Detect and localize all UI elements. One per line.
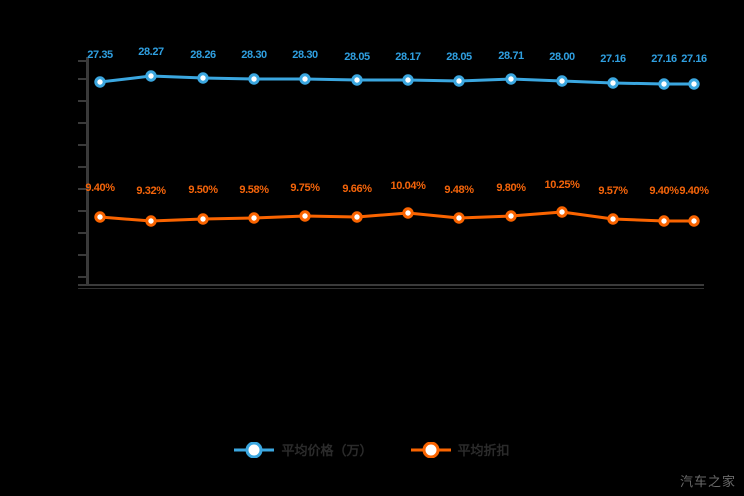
data-point-label: 27.16 [651, 53, 677, 65]
data-point-label: 28.71 [498, 50, 524, 62]
data-point-marker[interactable] [505, 73, 517, 85]
x-axis-line-secondary [78, 288, 704, 289]
data-point-marker[interactable] [658, 215, 670, 227]
data-point-marker[interactable] [94, 211, 106, 223]
data-point-label: 10.25% [544, 179, 580, 191]
data-point-marker[interactable] [145, 215, 157, 227]
data-point-label: 9.75% [290, 182, 320, 194]
data-point-label: 9.48% [444, 184, 474, 196]
data-point-marker[interactable] [197, 213, 209, 225]
y-axis-tick [78, 100, 86, 102]
legend-item-average-discount[interactable]: 平均折扣 [410, 440, 510, 459]
chart-legend: 平均价格（万） 平均折扣 [0, 440, 744, 459]
data-point-label: 10.04% [390, 180, 426, 192]
data-point-marker[interactable] [607, 77, 619, 89]
data-point-marker[interactable] [505, 210, 517, 222]
data-point-label: 9.40% [679, 185, 709, 197]
data-point-label: 27.16 [600, 53, 626, 65]
data-point-label: 9.40% [649, 185, 679, 197]
y-axis-tick [78, 254, 86, 256]
legend-label-average-price: 平均价格（万） [281, 443, 373, 458]
data-point-label: 27.35 [87, 49, 113, 61]
circle-marker-blue-icon [234, 441, 275, 458]
data-point-marker[interactable] [197, 72, 209, 84]
data-point-marker[interactable] [556, 206, 568, 218]
data-point-marker[interactable] [658, 78, 670, 90]
data-point-marker[interactable] [248, 212, 260, 224]
y-axis-tick [78, 188, 86, 190]
y-axis-tick [78, 210, 86, 212]
y-axis-tick [78, 122, 86, 124]
y-axis-tick [78, 144, 86, 146]
data-point-marker[interactable] [145, 70, 157, 82]
data-point-marker[interactable] [402, 74, 414, 86]
data-point-label: 28.05 [446, 51, 472, 63]
data-point-label: 28.00 [549, 51, 575, 63]
y-axis-tick [78, 166, 86, 168]
series-path [98, 210, 696, 223]
data-point-label: 28.30 [241, 49, 267, 61]
y-axis-tick [78, 232, 86, 234]
data-point-marker[interactable] [248, 73, 260, 85]
data-point-marker[interactable] [453, 75, 465, 87]
y-axis-tick [78, 60, 86, 62]
data-point-label: 9.57% [598, 185, 628, 197]
data-point-label: 27.16 [681, 53, 707, 65]
data-point-marker[interactable] [351, 74, 363, 86]
watermark-autohome: 汽车之家 [679, 474, 736, 489]
data-point-label: 9.58% [239, 184, 269, 196]
data-point-label: 28.30 [292, 49, 318, 61]
data-point-label: 9.50% [188, 184, 218, 196]
series-path [98, 74, 696, 86]
data-point-label: 28.27 [138, 46, 164, 58]
data-point-marker[interactable] [402, 207, 414, 219]
data-point-label: 9.80% [496, 182, 526, 194]
data-point-marker[interactable] [556, 75, 568, 87]
data-point-label: 9.32% [136, 185, 166, 197]
data-point-marker[interactable] [351, 211, 363, 223]
data-point-label: 28.05 [344, 51, 370, 63]
y-axis-tick [78, 276, 86, 278]
y-axis-line [86, 57, 89, 284]
data-point-label: 28.26 [190, 49, 216, 61]
circle-marker-orange-icon [410, 441, 451, 458]
y-axis-tick [78, 78, 86, 80]
x-axis-line [78, 284, 704, 286]
series-line-average-discount [94, 206, 700, 227]
series-line-average-price [94, 70, 700, 90]
legend-label-average-discount: 平均折扣 [457, 443, 510, 458]
data-point-marker[interactable] [299, 73, 311, 85]
data-point-marker[interactable] [607, 213, 619, 225]
data-point-marker[interactable] [299, 210, 311, 222]
data-point-label: 9.66% [342, 183, 372, 195]
data-point-marker[interactable] [453, 212, 465, 224]
legend-item-average-price[interactable]: 平均价格（万） [234, 440, 373, 459]
data-point-marker[interactable] [688, 78, 700, 90]
data-point-marker[interactable] [688, 215, 700, 227]
data-point-label: 9.40% [85, 182, 115, 194]
data-point-marker[interactable] [94, 76, 106, 88]
data-point-label: 28.17 [395, 51, 421, 63]
